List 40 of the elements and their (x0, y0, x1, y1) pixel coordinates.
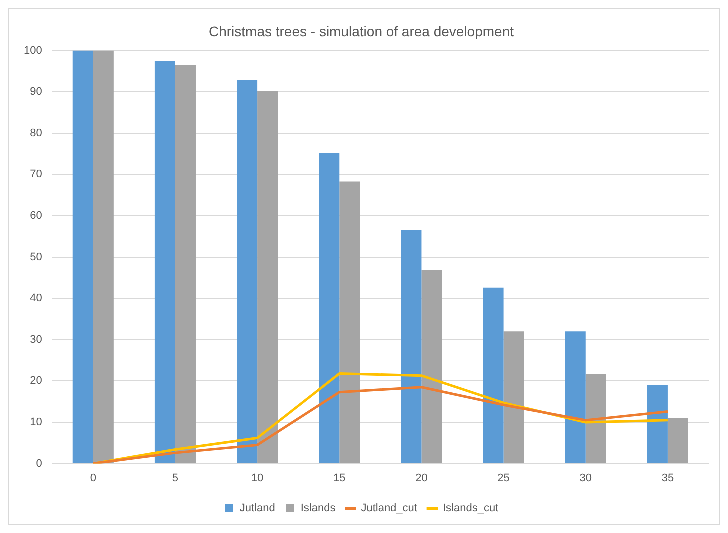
y-tick-label: 10 (30, 416, 42, 429)
legend-label: Islands_cut (442, 502, 499, 515)
bar (668, 418, 688, 464)
y-tick-label: 60 (30, 210, 42, 222)
bar (93, 50, 114, 464)
y-tick-label: 70 (30, 168, 42, 181)
x-tick-label: 15 (334, 472, 346, 484)
y-tick-label: 50 (30, 251, 42, 264)
y-tick-label: 40 (30, 292, 42, 305)
bar (340, 182, 360, 464)
bar (237, 80, 258, 464)
legend-label: Jutland (240, 502, 276, 515)
x-tick-label: 0 (90, 472, 96, 484)
y-tick-label: 30 (30, 334, 42, 346)
bar (258, 91, 278, 464)
bar (422, 270, 442, 464)
bar (483, 288, 504, 464)
x-tick-label: 20 (416, 472, 428, 484)
y-tick-label: 100 (24, 44, 42, 57)
bar (401, 230, 422, 464)
legend-label: Islands (300, 502, 336, 515)
x-tick-label: 25 (498, 472, 510, 484)
bar (72, 50, 94, 464)
bar (647, 385, 668, 464)
y-tick-label: 0 (36, 458, 42, 470)
bar (175, 65, 196, 464)
bar (586, 374, 606, 464)
bar (565, 332, 586, 464)
y-tick-label: 80 (30, 127, 42, 140)
bar (154, 62, 176, 464)
x-tick-label: 30 (580, 472, 592, 484)
x-tick-label: 5 (172, 472, 179, 484)
legend-label: Jutland_cut (361, 502, 418, 515)
bar (504, 332, 524, 464)
y-tick-label: 20 (30, 375, 42, 388)
x-tick-label: 10 (251, 472, 264, 484)
x-tick-label: 35 (662, 472, 674, 484)
bar (319, 153, 340, 464)
y-tick-label: 90 (30, 86, 42, 98)
chart-title: Christmas trees - simulation of area development (208, 23, 514, 40)
